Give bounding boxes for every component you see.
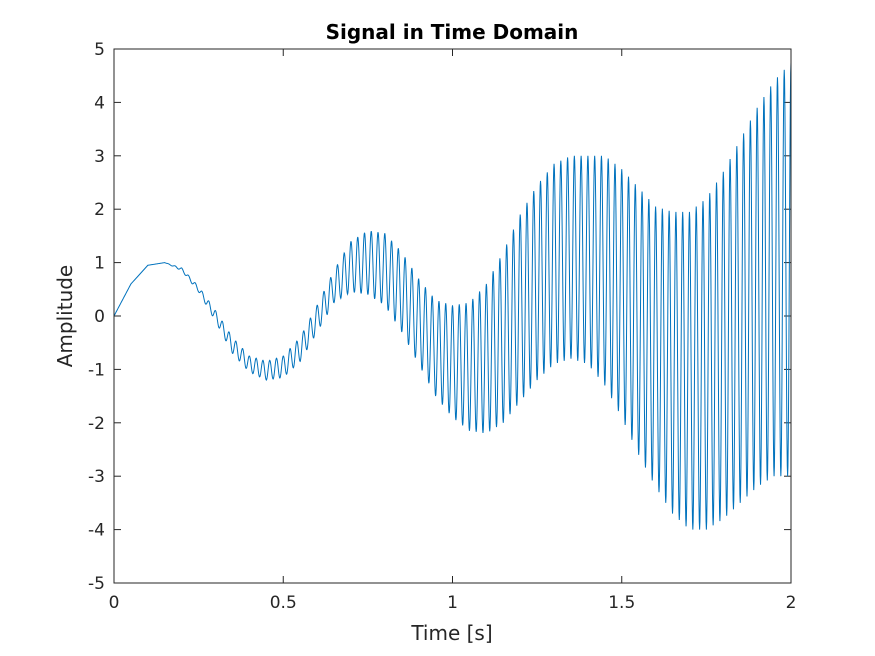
x-axis-ticks: 0 0.5 1 1.5 2 <box>109 49 797 613</box>
y-tick-label: -2 <box>88 414 105 434</box>
y-axis-label: Amplitude <box>53 265 77 368</box>
x-tick-label: 1.5 <box>608 593 635 613</box>
x-tick-label: 1 <box>447 593 458 613</box>
y-axis-ticks: -5 -4 -3 -2 -1 0 1 2 3 4 5 <box>88 40 791 594</box>
y-tick-label: -3 <box>88 467 105 487</box>
x-tick-label: 2 <box>786 593 797 613</box>
chart-title: Signal in Time Domain <box>326 20 579 44</box>
x-tick-label: 0 <box>109 593 120 613</box>
y-tick-label: -4 <box>88 521 105 541</box>
x-tick-label: 0.5 <box>270 593 297 613</box>
y-tick-label: -5 <box>88 574 105 594</box>
y-tick-label: 1 <box>94 254 105 274</box>
signal-series-line <box>113 62 792 530</box>
y-tick-label: 0 <box>94 307 105 327</box>
y-tick-label: -1 <box>88 360 105 380</box>
y-tick-label: 2 <box>94 200 105 220</box>
x-axis-label: Time [s] <box>410 621 492 645</box>
plot-area <box>114 49 791 583</box>
y-tick-label: 4 <box>94 93 105 113</box>
y-tick-label: 5 <box>94 40 105 60</box>
y-tick-label: 3 <box>94 147 105 167</box>
plot-frame <box>113 48 792 584</box>
